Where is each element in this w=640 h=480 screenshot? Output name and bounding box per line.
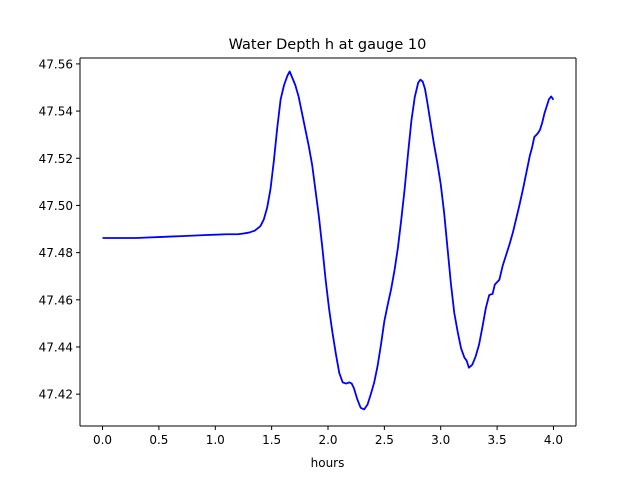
x-tick-label: 1.0 [206,433,225,447]
x-tick-label: 0.0 [93,433,112,447]
y-tick-label: 47.56 [39,57,73,71]
plot-area [80,58,576,426]
series-layer [102,70,555,411]
x-tick-label: 3.0 [431,433,450,447]
series-line-0 [102,70,555,411]
y-tick-label: 47.48 [39,246,73,260]
x-axis-label: hours [311,456,345,470]
axes-frame [79,57,577,427]
x-tick-label: 2.0 [318,433,337,447]
chart-title: Water Depth h at gauge 10 [229,37,427,53]
x-tick-label: 3.5 [488,433,507,447]
y-tick-label: 47.46 [39,293,73,307]
x-tick-label: 1.5 [262,433,281,447]
y-tick-label: 47.44 [39,340,73,354]
x-tick-label: 2.5 [375,433,394,447]
y-tick-label: 47.54 [39,105,73,119]
y-tick-label: 47.52 [39,152,73,166]
y-tick-label: 47.42 [39,388,73,402]
x-tick-label: 4.0 [544,433,563,447]
y-axis: 47.42 47.44 47.46 47.48 47.50 47.52 47.54 47.56 [39,57,80,402]
y-tick-label: 47.50 [39,199,73,213]
x-axis: 0.0 0.5 1.0 1.5 2.0 2.5 3.0 3.5 4.0 [93,426,563,447]
x-tick-label: 0.5 [149,433,168,447]
